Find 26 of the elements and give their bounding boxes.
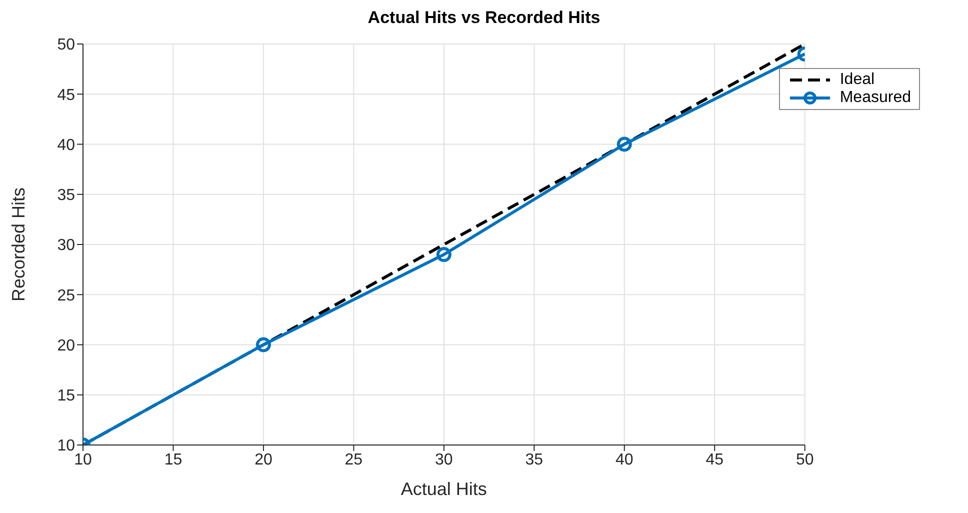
y-tick-label: 10: [57, 438, 76, 455]
x-tick-label: 10: [74, 451, 92, 468]
point: [256, 337, 271, 352]
y-tick-label: 15: [57, 388, 76, 405]
x-tick-label: 25: [344, 451, 363, 468]
y-tick-label: 35: [57, 187, 76, 204]
x-axis-title: Actual Hits: [400, 479, 487, 499]
x-tick-label: 50: [796, 451, 814, 468]
point: [436, 247, 452, 262]
x-tick-label: 35: [525, 451, 544, 468]
legend-label: Measured: [840, 89, 911, 107]
y-tick-label: 40: [57, 136, 76, 154]
y-tick-label: 45: [57, 86, 76, 104]
y-tick-label: 30: [57, 237, 76, 254]
x-tick-label: 20: [254, 451, 272, 468]
x-tick-label: 45: [706, 451, 724, 468]
legend-label: Ideal: [840, 71, 875, 89]
x-tick-label: 40: [615, 451, 634, 468]
point: [616, 136, 632, 152]
x-tick-label: 30: [435, 451, 453, 468]
y-tick-label: 25: [57, 287, 76, 304]
y-tick-label: 50: [57, 36, 76, 54]
y-axis-title: Recorded Hits: [8, 187, 28, 302]
y-tick-label: 20: [57, 337, 76, 354]
chart-title: Actual Hits vs Recorded Hits: [366, 8, 602, 29]
x-tick-label: 15: [164, 451, 182, 468]
